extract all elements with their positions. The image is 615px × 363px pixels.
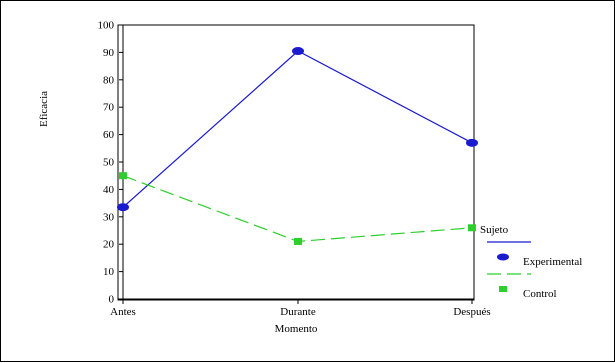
y-tick-label-1: 10	[103, 266, 115, 278]
legend: Sujeto Experimental Control	[480, 224, 582, 300]
x-tick-label-0: Antes	[110, 306, 136, 318]
y-tick-label-2: 20	[103, 239, 115, 251]
plot-area	[117, 24, 475, 301]
legend-label-control: Control	[523, 288, 557, 300]
x-axis: Antes Durante Después	[110, 298, 491, 318]
y-tick-label-8: 80	[103, 74, 115, 86]
x-tick-label-1: Durante	[280, 306, 316, 318]
y-tick-label-10: 100	[98, 20, 115, 32]
y-tick-label-9: 90	[103, 47, 115, 59]
y-tick-label-7: 70	[103, 102, 115, 114]
legend-label-experimental: Experimental	[523, 256, 582, 268]
x-axis-title: Momento	[275, 323, 318, 335]
y-tick-label-5: 50	[103, 157, 115, 169]
y-tick-label-6: 60	[103, 129, 115, 141]
y-tick-label-4: 40	[103, 184, 115, 196]
point-experimental-0	[117, 203, 129, 212]
point-experimental-1	[292, 47, 304, 56]
point-control-1	[294, 237, 302, 245]
point-experimental-2	[466, 138, 478, 147]
y-tick-label-0: 0	[109, 294, 115, 306]
x-tick-label-2: Después	[453, 306, 490, 318]
y-tick-label-3: 30	[103, 211, 115, 223]
legend-title: Sujeto	[480, 224, 509, 236]
point-control-2	[468, 224, 476, 232]
series-markers	[117, 47, 478, 245]
y-axis: 0 10 20 30 40 50 60 70 80 90 100	[98, 20, 124, 306]
legend-marker-experimental	[497, 253, 509, 261]
legend-marker-control	[499, 286, 507, 292]
y-axis-title: Eficacia	[38, 91, 50, 127]
point-control-0	[119, 172, 127, 180]
